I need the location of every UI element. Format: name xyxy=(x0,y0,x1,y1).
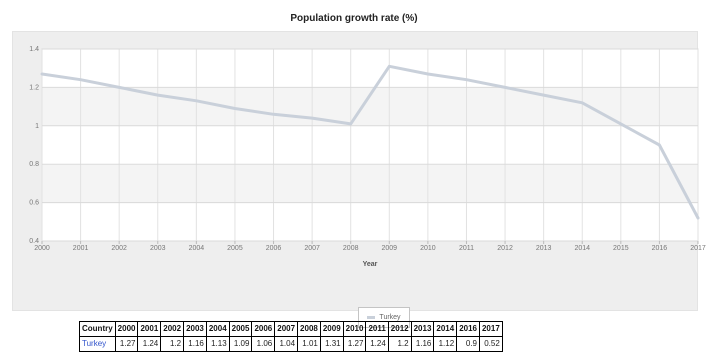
table-header-year: 2005 xyxy=(228,321,253,337)
table-header-year: 2011 xyxy=(365,321,389,337)
y-tick-label: 0.4 xyxy=(29,238,39,245)
data-point[interactable] xyxy=(581,101,584,104)
y-tick-label: 0.8 xyxy=(29,161,39,168)
chart-panel: 2000 2001 2002 2003 2004 2005 2006 2007 2008 2009… xyxy=(12,31,706,328)
table-cell: 1.01 xyxy=(297,336,321,352)
table-header-year: 2017 xyxy=(478,321,503,337)
x-tick-label: 2001 xyxy=(73,245,89,252)
data-point[interactable] xyxy=(542,93,545,96)
x-tick-label: 2017 xyxy=(690,245,706,252)
table-cell: 1.09 xyxy=(228,336,253,352)
x-axis-title: Year xyxy=(363,261,378,268)
table-header-year: 2001 xyxy=(137,321,162,337)
data-point[interactable] xyxy=(311,117,314,120)
table-cell: 1.06 xyxy=(251,336,276,352)
table-cell: 1.27 xyxy=(114,336,139,352)
data-point[interactable] xyxy=(79,78,82,81)
line-chart: 2000 2001 2002 2003 2004 2005 2006 2007 2008 2009… xyxy=(29,46,706,268)
table-cell: 0.52 xyxy=(478,336,503,352)
x-tick-label: 2009 xyxy=(382,245,398,252)
table-cell: 1.2 xyxy=(387,336,412,352)
table-header-year: 2010 xyxy=(342,321,367,337)
table-cell: 1.16 xyxy=(183,336,207,352)
table-header-year: 2014 xyxy=(433,321,458,337)
data-point[interactable] xyxy=(465,78,468,81)
table-cell: 1.27 xyxy=(342,336,367,352)
table-cell: 0.9 xyxy=(456,336,480,352)
table-cell: 1.24 xyxy=(365,336,389,352)
x-tick-label: 2015 xyxy=(613,245,629,252)
table-header-year: 2016 xyxy=(456,321,480,337)
data-point[interactable] xyxy=(388,65,391,68)
x-tick-label: 2005 xyxy=(227,245,243,252)
table-cell: 1.31 xyxy=(319,336,344,352)
x-tick-label: 2003 xyxy=(150,245,166,252)
data-table: Country 2000 2001 2002 2003 2004 2005 2006 2007 2… xyxy=(79,321,503,352)
x-tick-label: 2008 xyxy=(343,245,359,252)
legend-label: Turkey xyxy=(379,314,401,321)
legend-swatch xyxy=(367,316,376,319)
x-tick-label: 2013 xyxy=(536,245,552,252)
table-cell: 1.2 xyxy=(160,336,185,352)
table-cell: 1.24 xyxy=(137,336,162,352)
x-tick-label: 2010 xyxy=(420,245,436,252)
table-country-link[interactable]: Turkey xyxy=(79,336,116,352)
x-tick-label: 2002 xyxy=(111,245,127,252)
table-header-year: 2009 xyxy=(319,321,344,337)
y-tick-label: 0.6 xyxy=(29,200,39,207)
x-tick-label: 2007 xyxy=(304,245,320,252)
data-point[interactable] xyxy=(349,122,352,125)
x-tick-label: 2016 xyxy=(652,245,668,252)
data-point[interactable] xyxy=(426,72,429,75)
data-point[interactable] xyxy=(503,86,506,89)
y-tick-label: 1.2 xyxy=(29,84,39,91)
y-tick-label: 1 xyxy=(35,123,39,130)
data-point[interactable] xyxy=(118,86,121,89)
data-point[interactable] xyxy=(195,99,198,102)
table-header-year: 2012 xyxy=(387,321,412,337)
x-tick-label: 2011 xyxy=(459,245,474,252)
table-header-year: 2007 xyxy=(274,321,299,337)
table-header-country: Country xyxy=(79,321,116,337)
data-point[interactable] xyxy=(272,113,275,116)
data-point[interactable] xyxy=(233,107,236,110)
table-cell: 1.13 xyxy=(205,336,230,352)
x-tick-label: 2006 xyxy=(266,245,282,252)
table-header-year: 2013 xyxy=(410,321,435,337)
table-header-year: 2004 xyxy=(205,321,230,337)
data-point[interactable] xyxy=(40,72,43,75)
data-point[interactable] xyxy=(696,216,699,219)
x-tick-label: 2004 xyxy=(189,245,205,252)
x-tick-label: 2012 xyxy=(497,245,513,252)
chart-title: Population growth rate (%) xyxy=(290,13,418,24)
plot-band-lower xyxy=(42,165,698,203)
table-cell: 1.12 xyxy=(433,336,458,352)
table-cell: 1.16 xyxy=(410,336,435,352)
table-header-year: 2002 xyxy=(160,321,185,337)
table-row: Turkey 1.27 1.24 1.2 1.16 1.13 1.09 1.06 1.04 1.0… xyxy=(79,336,503,352)
x-tick-label: 2000 xyxy=(34,245,50,252)
data-point[interactable] xyxy=(156,93,159,96)
x-tick-label: 2014 xyxy=(574,245,590,252)
data-point[interactable] xyxy=(658,143,661,146)
table-header-year: 2008 xyxy=(297,321,321,337)
table-header-year: 2003 xyxy=(183,321,207,337)
plot-area xyxy=(41,48,699,242)
table-cell: 1.04 xyxy=(274,336,299,352)
series-line-turkey[interactable] xyxy=(40,64,700,220)
table-header-year: 2000 xyxy=(114,321,139,337)
table-header-year: 2006 xyxy=(251,321,276,337)
y-tick-label: 1.4 xyxy=(29,46,39,53)
